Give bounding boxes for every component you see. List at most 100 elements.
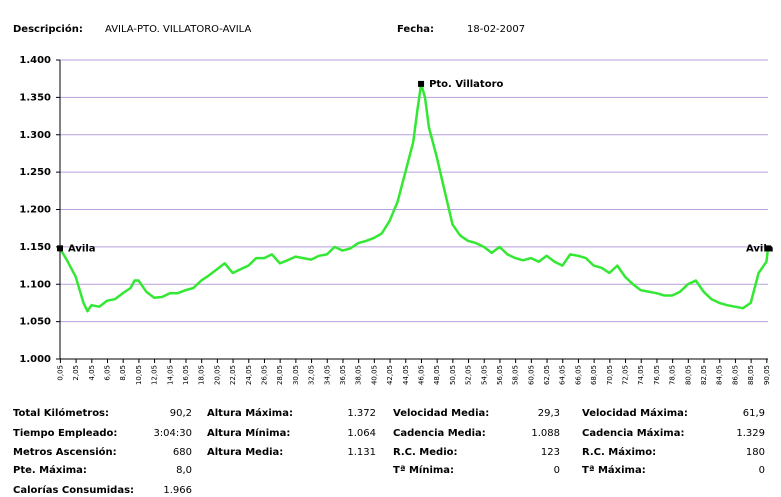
x-tick-label: 6,05: [103, 365, 111, 381]
x-tick-label: 32,05: [308, 365, 316, 385]
description: AVILA-PTO. VILLATORO-AVILA: [105, 24, 251, 35]
x-tick-label: 78,05: [669, 365, 677, 385]
y-tick-label: 1.300: [19, 130, 51, 141]
x-tick-label: 84,05: [716, 365, 724, 385]
stat-value: 680: [173, 447, 192, 458]
x-tick-label: 60,05: [527, 365, 535, 385]
stat-label: Metros Ascensión:: [13, 446, 117, 458]
stat-label: Cadencia Media:: [393, 428, 486, 439]
stat-label: Altura Mínima:: [207, 427, 290, 439]
x-tick-label: 38,05: [355, 365, 363, 385]
x-tick-label: 50,05: [449, 365, 457, 385]
stat-value: 1.131: [347, 447, 376, 458]
x-tick-label: 24,05: [245, 365, 253, 385]
x-tick-label: 82,05: [700, 365, 708, 385]
stat-value: 8,0: [176, 465, 192, 476]
stat-value: 1.329: [736, 428, 765, 439]
x-tick-label: 36,05: [339, 365, 347, 385]
x-tick-label: 30,05: [292, 365, 300, 385]
x-tick-label: 28,05: [276, 365, 284, 385]
x-tick-label: 86,05: [731, 365, 739, 385]
stat-label: Velocidad Media:: [393, 408, 489, 419]
stat-label: Velocidad Máxima:: [582, 407, 688, 419]
x-tick-label: 20,05: [213, 365, 221, 385]
x-tick-label: 48,05: [433, 365, 441, 385]
annotation-marker: [418, 80, 425, 87]
x-tick-label: 72,05: [622, 365, 630, 385]
stat-value: 1.966: [163, 485, 192, 496]
stat-label: Tiempo Empleado:: [13, 428, 117, 439]
stat-value: 1.064: [347, 428, 376, 439]
date-label: Fecha:: [397, 24, 434, 35]
x-tick-label: 46,05: [417, 365, 425, 385]
stat-label: Total Kilómetros:: [13, 407, 109, 419]
stat-label: R.C. Máximo:: [582, 446, 656, 458]
x-tick-label: 64,05: [559, 365, 567, 385]
annotation-marker: [57, 245, 63, 252]
x-tick-label: 52,05: [465, 365, 473, 385]
x-tick-label: 0,05: [56, 365, 64, 381]
y-tick-label: 1.250: [19, 167, 51, 178]
x-tick-label: 76,05: [653, 365, 661, 385]
stat-label: Tª Máxima:: [582, 464, 646, 476]
x-tick-label: 66,05: [574, 365, 582, 385]
stat-value: 1.088: [531, 428, 560, 439]
description-label: Descripción:: [13, 23, 83, 35]
y-tick-label: 1.400: [19, 55, 51, 66]
profile-line: [58, 82, 770, 313]
x-tick-label: 16,05: [182, 365, 190, 385]
stat-value: 3:04:30: [153, 428, 192, 439]
x-tick-label: 40,05: [370, 365, 378, 385]
stat-value: 0: [759, 465, 765, 476]
stat-label: Calorías Consumidas:: [13, 484, 134, 496]
x-tick-label: 54,05: [480, 365, 488, 385]
y-tick-label: 1.150: [19, 242, 51, 253]
annotation-label: Avila: [746, 243, 774, 254]
x-tick-label: 4,05: [88, 365, 96, 381]
x-tick-label: 68,05: [590, 365, 598, 385]
stat-value: 180: [746, 447, 765, 458]
stat-value: 61,9: [743, 408, 765, 419]
stat-value: 29,3: [538, 408, 560, 419]
annotation-label: Avila: [68, 243, 96, 254]
x-tick-label: 56,05: [496, 365, 504, 385]
x-tick-label: 2,05: [72, 365, 80, 381]
x-tick-label: 44,05: [402, 365, 410, 385]
x-tick-label: 12,05: [151, 365, 159, 385]
y-tick-label: 1.050: [19, 317, 51, 328]
x-tick-label: 34,05: [323, 365, 331, 385]
x-tick-label: 88,05: [747, 365, 755, 385]
annotation-marker: [765, 245, 771, 252]
stat-value: 1.372: [347, 408, 376, 419]
x-tick-label: 74,05: [637, 365, 645, 385]
y-tick-label: 1.000: [19, 354, 51, 365]
x-tick-label: 18,05: [198, 365, 206, 385]
stat-value: 0: [554, 465, 560, 476]
x-tick-label: 26,05: [260, 365, 268, 385]
stat-label: Pte. Máxima:: [13, 464, 87, 476]
stat-value: 90,2: [170, 408, 192, 419]
y-tick-label: 1.100: [19, 279, 51, 290]
x-tick-label: 58,05: [512, 365, 520, 385]
y-tick-label: 1.200: [19, 205, 51, 216]
x-tick-label: 70,05: [606, 365, 614, 385]
x-tick-label: 8,05: [119, 365, 127, 381]
stat-label: Altura Media:: [207, 447, 283, 458]
stat-label: Tª Mínima:: [393, 464, 454, 476]
x-tick-label: 22,05: [229, 365, 237, 385]
stat-label: Cadencia Máxima:: [582, 427, 684, 439]
stat-value: 123: [541, 447, 560, 458]
x-tick-label: 62,05: [543, 365, 551, 385]
x-tick-label: 80,05: [684, 365, 692, 385]
x-tick-label: 14,05: [166, 365, 174, 385]
x-tick-label: 90,05: [763, 365, 771, 385]
stat-label: Altura Máxima:: [207, 407, 293, 419]
date: 18-02-2007: [467, 24, 525, 35]
y-tick-label: 1.350: [19, 92, 51, 103]
x-tick-label: 42,05: [386, 365, 394, 385]
stat-label: R.C. Medio:: [393, 447, 458, 458]
x-tick-label: 10,05: [135, 365, 143, 385]
annotation-label: Pto. Villatoro: [429, 79, 503, 90]
